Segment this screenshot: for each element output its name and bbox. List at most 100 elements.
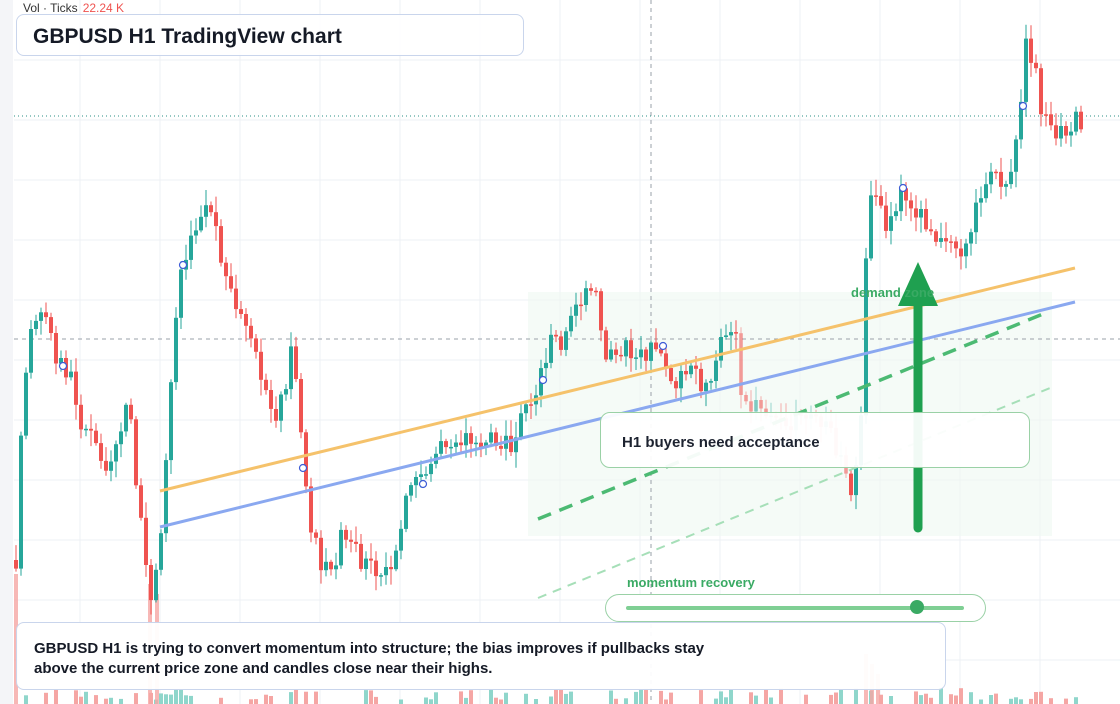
volume-bar bbox=[504, 692, 508, 704]
candle-body bbox=[279, 394, 283, 421]
candle-body bbox=[1019, 101, 1023, 140]
candle-body bbox=[444, 441, 448, 448]
candle-body bbox=[554, 334, 558, 337]
candle-body bbox=[1009, 171, 1013, 185]
volume-bar bbox=[749, 692, 753, 704]
candle-body bbox=[254, 338, 258, 352]
volume-bar bbox=[1039, 691, 1043, 704]
momentum-label: momentum recovery bbox=[627, 575, 755, 590]
candle-body bbox=[704, 382, 708, 392]
candle-body bbox=[224, 262, 228, 277]
candle-body bbox=[379, 575, 383, 577]
candle-body bbox=[479, 442, 483, 448]
volume-bar bbox=[164, 694, 168, 704]
candle-body bbox=[329, 561, 333, 570]
candle-body bbox=[854, 465, 858, 496]
volume-bar bbox=[459, 691, 463, 704]
candle-body bbox=[304, 432, 308, 487]
volume-bar bbox=[549, 696, 553, 704]
candle-body bbox=[724, 335, 728, 337]
candle-body bbox=[904, 188, 908, 201]
callout-box: H1 buyers need acceptance bbox=[600, 412, 1030, 468]
volume-bar bbox=[919, 695, 923, 704]
candle-body bbox=[719, 337, 723, 361]
candle-body bbox=[129, 404, 133, 420]
candle-body bbox=[354, 541, 358, 544]
volume-bar bbox=[54, 689, 58, 704]
candle-body bbox=[74, 371, 78, 405]
volume-bar bbox=[464, 697, 468, 704]
candle-body bbox=[729, 332, 733, 336]
candle-body bbox=[564, 331, 568, 350]
candle-body bbox=[689, 365, 693, 375]
candle-body bbox=[499, 445, 503, 449]
volume-bar bbox=[834, 692, 838, 704]
volume-bar bbox=[914, 691, 918, 704]
candle-body bbox=[239, 309, 243, 314]
candle-body bbox=[1074, 111, 1078, 132]
volume-legend-label: Vol · Ticks bbox=[23, 1, 78, 15]
candle-body bbox=[84, 428, 88, 431]
volume-bar bbox=[719, 691, 723, 704]
candle-body bbox=[124, 404, 128, 432]
candle-body bbox=[29, 329, 33, 373]
candle-body bbox=[514, 437, 518, 453]
volume-bar bbox=[949, 694, 953, 704]
candle-body bbox=[469, 433, 473, 444]
candle-body bbox=[639, 349, 643, 358]
volume-bar bbox=[1014, 697, 1018, 704]
candle-body bbox=[169, 382, 173, 461]
candle-body bbox=[54, 333, 58, 364]
candle-body bbox=[849, 473, 853, 496]
candle-body bbox=[1049, 114, 1053, 126]
volume-bar bbox=[989, 695, 993, 704]
volume-bar bbox=[979, 699, 983, 704]
candle-body bbox=[584, 288, 588, 305]
candle-body bbox=[694, 365, 698, 369]
candle-body bbox=[914, 208, 918, 218]
volume-bar bbox=[854, 688, 858, 704]
volume-bar bbox=[269, 696, 273, 704]
volume-bar bbox=[634, 691, 638, 704]
volume-bar bbox=[119, 698, 123, 704]
momentum-slider-thumb[interactable] bbox=[909, 600, 924, 614]
volume-bar bbox=[249, 699, 253, 704]
volume-bar bbox=[959, 688, 963, 704]
momentum-slider-track[interactable] bbox=[626, 606, 964, 610]
volume-bar bbox=[624, 698, 628, 704]
candle-body bbox=[964, 243, 968, 257]
candle-body bbox=[869, 195, 873, 259]
volume-bar bbox=[219, 697, 223, 704]
candle-body bbox=[744, 395, 748, 402]
candle-body bbox=[409, 485, 413, 496]
candle-body bbox=[164, 460, 168, 534]
candle-body bbox=[229, 276, 233, 289]
demand-zone-label: demand zone bbox=[851, 285, 935, 300]
candle-body bbox=[574, 304, 578, 316]
candle-body bbox=[989, 171, 993, 185]
chart-title-box: GBPUSD H1 TradingView chart bbox=[16, 14, 524, 56]
volume-bar bbox=[714, 698, 718, 704]
candle-body bbox=[399, 528, 403, 551]
candle-body bbox=[634, 357, 638, 359]
volume-bar bbox=[364, 690, 368, 704]
candle-body bbox=[39, 312, 43, 321]
volume-bar bbox=[189, 695, 193, 704]
candle-body bbox=[284, 389, 288, 395]
momentum-slider[interactable] bbox=[605, 594, 986, 622]
summary-text: GBPUSD H1 is trying to convert momentum … bbox=[34, 640, 705, 677]
candle-body bbox=[194, 230, 198, 236]
volume-bar bbox=[264, 694, 268, 704]
volume-bar bbox=[669, 692, 673, 704]
candle-body bbox=[219, 226, 223, 263]
candle-body bbox=[664, 353, 668, 368]
volume-bar bbox=[1074, 697, 1078, 704]
candle-body bbox=[509, 435, 513, 453]
volume-bar bbox=[524, 693, 528, 704]
volume-bar bbox=[924, 693, 928, 704]
volume-bar bbox=[109, 697, 113, 704]
candle-body bbox=[674, 381, 678, 389]
candle-body bbox=[934, 231, 938, 242]
volume-legend: Vol · Ticks 22.24 K bbox=[23, 1, 124, 15]
